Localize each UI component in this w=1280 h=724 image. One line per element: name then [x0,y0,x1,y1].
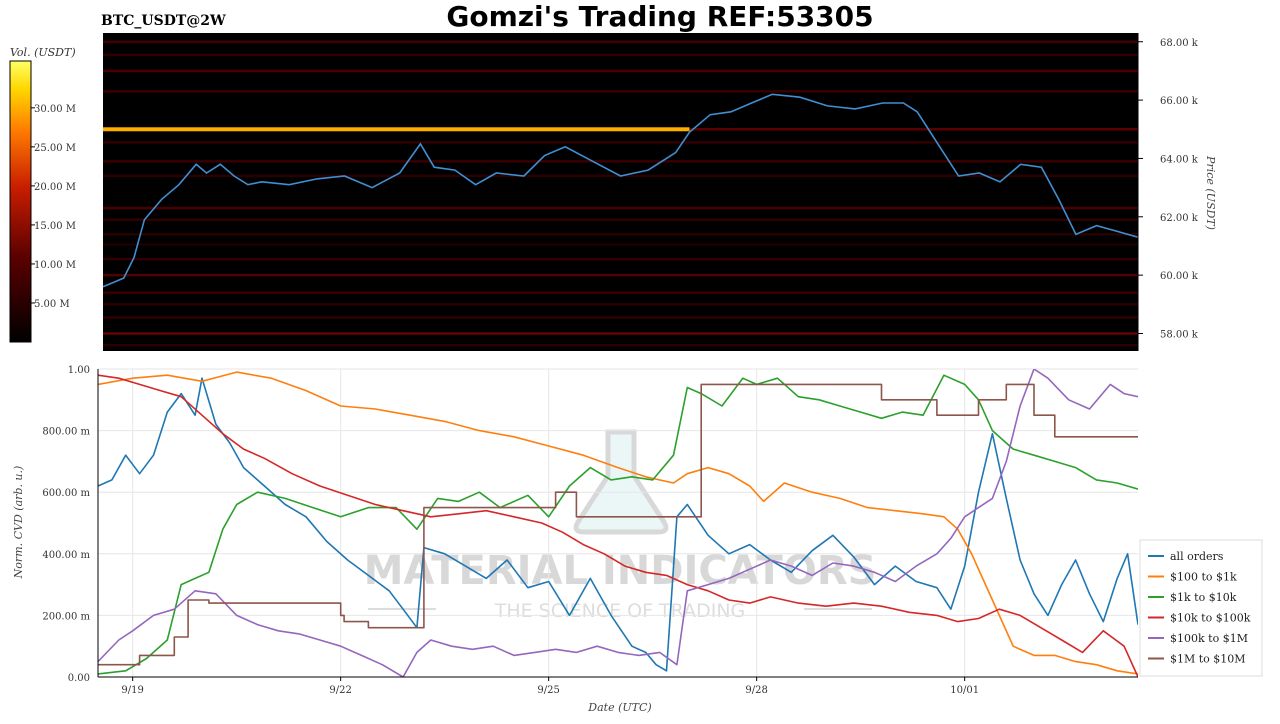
heatmap-level [103,291,1138,294]
legend-label: $1k to $10k [1170,591,1237,604]
heatmap-level [103,69,1138,73]
colorbar [9,60,32,343]
colorbar-tick-label: 30.00 M [34,104,76,115]
cvd-y-tick-label: 600.00 m [42,488,90,499]
cvd-line-all-orders [98,377,1138,672]
heatmap-level [103,90,1138,93]
heatmap-level [103,218,1138,221]
cvd-x-tick-label: 9/28 [745,685,767,696]
legend-label: $10k to $100k [1170,612,1251,625]
heatmap-level [103,127,690,132]
cvd-x-tick-label: 9/22 [329,685,351,696]
flask-icon [573,429,669,535]
colorbar-tick-label: 15.00 M [34,221,76,232]
cvd-line--100-to-1k [98,371,1138,675]
colorbar-tick-label: 25.00 M [34,143,76,154]
heatmap-level [103,332,1138,335]
price-tick-label: 60.00 k [1160,271,1199,282]
heatmap-level [103,233,1138,236]
price-tick-label: 66.00 k [1160,96,1199,107]
cvd-x-tick-label: 9/25 [537,685,559,696]
legend-label: $100 to $1k [1170,571,1237,584]
cvd-x-axis-label: Date (UTC) [587,701,651,714]
legend-label: $1M to $10M [1170,653,1246,666]
watermark-tagline: THE SCIENCE OF TRADING [494,600,746,622]
heatmap-level [103,303,1138,306]
heatmap-level [103,53,1138,57]
colorbar-tick-label: 20.00 M [34,182,76,193]
watermark-brand: MATERIAL INDICATORS [364,548,877,594]
price-line [103,93,1138,288]
heatmap-level [103,206,1138,210]
legend-items: all orders $100 to $1k $1k to $10k $10k to … [1148,550,1251,666]
heatmap-level [103,40,1138,44]
price-tick-label: 68.00 k [1160,38,1199,49]
chart-title: Gomzi's Trading REF:53305 [446,0,873,33]
heatmap-level [103,343,1138,347]
cvd-x-tick-label: 9/19 [121,685,143,696]
colorbar-tick-label: 5.00 M [34,299,70,310]
cvd-line--1k-to-10k [98,374,1138,675]
legend: all orders $100 to $1k $1k to $10k $10k to … [1139,539,1263,677]
cvd-line--10k-to-100k [98,374,1138,677]
legend-label: all orders [1170,550,1224,563]
cvd-line--100k-to-1m [98,369,1138,677]
legend-label: $100k to $1M [1170,632,1248,645]
cvd-y-axis-label: Norm. CVD (arb. u.) [12,466,25,580]
colorbar-ticks: 5.00 M 10.00 M 15.00 M 20.00 M 25.00 M 30.00 … [31,104,76,310]
cvd-series [98,369,1138,677]
price-axis-label: Price (USDT) [1204,155,1217,230]
cvd-y-tick-label: 800.00 m [42,427,90,438]
heatmap-level [103,273,1138,277]
cvd-line--1m-to-10m [98,383,1138,666]
price-axis-ticks: 58.00 k 60.00 k 62.00 k 64.00 k 66.00 k 68.00… [1138,38,1199,340]
legend-box [1139,539,1263,677]
price-tick-label: 58.00 k [1160,329,1199,340]
cvd-x-ticks: 9/19 9/22 9/25 9/28 10/01 [121,677,979,696]
heatmap-level [103,141,1138,144]
heatmap-background [103,33,1138,351]
heatmap-level [103,316,1138,319]
cvd-y-tick-label: 400.00 m [42,550,90,561]
symbol-label: BTC_USDT@2W [101,13,226,29]
price-tick-label: 64.00 k [1160,154,1199,165]
cvd-y-tick-label: 200.00 m [42,611,90,622]
heatmap-level [103,257,1138,261]
heatmap-levels [103,40,1138,347]
heatmap-level [689,128,1138,131]
heatmap-level [103,243,1138,246]
cvd-x-tick-label: 10/01 [950,685,979,696]
price-tick-label: 62.00 k [1160,213,1199,224]
colorbar-tick-label: 10.00 M [34,260,76,271]
cvd-y-tick-label: 1.00 [68,365,90,376]
watermark: MATERIAL INDICATORS THE SCIENCE OF TRADI… [364,429,877,622]
cvd-y-ticks: 0.00 200.00 m 400.00 m 600.00 m 800.00 m 1.00 [42,365,90,684]
colorbar-label: Vol. (USDT) [10,46,76,59]
heatmap-level [103,160,1138,163]
cvd-y-tick-label: 0.00 [68,673,90,684]
